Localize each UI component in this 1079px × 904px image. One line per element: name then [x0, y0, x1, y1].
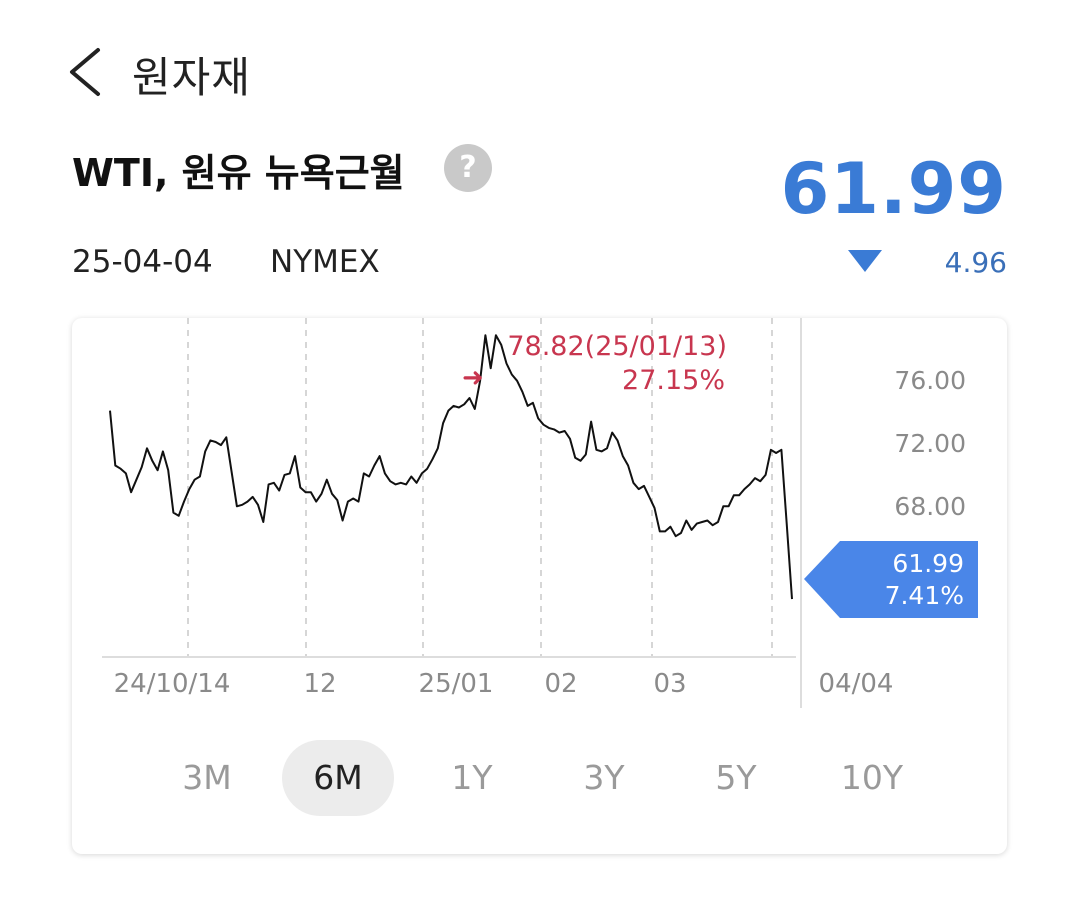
max-annotation: ➜ 78.82(25/01/13) 27.15% — [462, 331, 727, 396]
exchange-name: NYMEX — [270, 244, 380, 280]
chart-card: 76.00 72.00 68.00 24/10/14 12 25/01 02 03 04/04… — [72, 318, 1007, 854]
period-tab-10y[interactable]: 10Y — [840, 758, 904, 797]
period-selector: 3M 6M 1Y 3Y 5Y 10Y — [72, 740, 1007, 816]
instrument-name: WTI, 원유 뉴욕근월 — [72, 151, 405, 195]
back-button[interactable] — [62, 44, 112, 100]
current-tag-percent: 7.41% — [885, 581, 964, 610]
arrow-right-icon: ➜ — [462, 363, 484, 393]
price-line — [109, 334, 793, 600]
y-tick-label: 76.00 — [894, 366, 966, 395]
x-tick-label: 03 — [653, 669, 686, 699]
down-triangle-icon — [848, 250, 882, 272]
period-tab-5y[interactable]: 5Y — [715, 758, 757, 797]
current-price: 61.99 — [780, 148, 1007, 230]
price-change: 4.96 — [944, 246, 1007, 279]
period-tab-1y[interactable]: 1Y — [451, 758, 493, 797]
x-tick-label: 25/01 — [419, 669, 494, 699]
x-tick-label: 04/04 — [819, 669, 894, 699]
period-tab-3y[interactable]: 3Y — [583, 758, 625, 797]
max-value-label: 78.82(25/01/13) — [507, 331, 727, 362]
max-percent-label: 27.15% — [622, 365, 725, 396]
period-tab-3m[interactable]: 3M — [182, 758, 232, 797]
x-tick-label: 24/10/14 — [114, 669, 231, 699]
period-tab-6m[interactable]: 6M — [282, 740, 394, 816]
quote-date: 25-04-04 — [72, 244, 213, 280]
y-tick-label: 68.00 — [894, 492, 966, 521]
y-tick-label: 72.00 — [894, 429, 966, 458]
x-tick-label: 12 — [303, 669, 336, 699]
chevron-left-icon — [70, 48, 100, 96]
header-bar: 원자재 — [0, 0, 1079, 140]
current-price-tag: 61.99 7.41% — [804, 541, 978, 618]
current-tag-value: 61.99 — [892, 549, 964, 578]
help-icon[interactable]: ? — [444, 144, 492, 192]
x-tick-label: 02 — [544, 669, 577, 699]
page-title: 원자재 — [132, 53, 251, 102]
price-chart[interactable]: 76.00 72.00 68.00 24/10/14 12 25/01 02 03 04/04… — [72, 318, 1007, 738]
